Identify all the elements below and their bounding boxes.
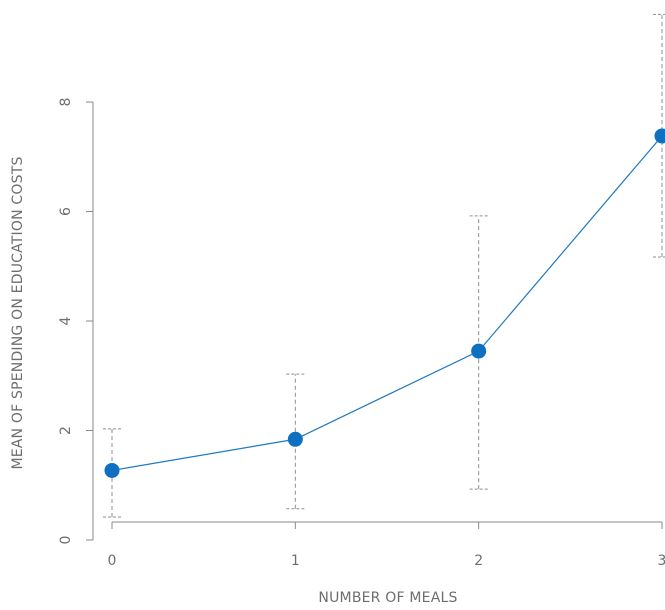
x-tick-label: 3 (658, 553, 665, 569)
series (104, 128, 665, 478)
x-tick-label: 0 (108, 553, 117, 569)
y-axis: 0 2 4 6 8 (58, 98, 94, 545)
x-tick-label: 1 (291, 553, 300, 569)
y-tick-label: 6 (58, 207, 74, 216)
x-axis: 0 1 2 3 (108, 521, 665, 569)
y-axis-title: MEAN OF SPENDING ON EDUCATION COSTS (10, 156, 26, 469)
data-point (104, 462, 120, 478)
y-tick-label: 0 (58, 536, 74, 545)
x-tick-label: 2 (474, 553, 483, 569)
data-point (471, 343, 487, 359)
data-point (654, 128, 665, 144)
y-tick-label: 8 (58, 98, 74, 107)
x-axis-title: NUMBER OF MEALS (318, 590, 457, 606)
data-point (287, 431, 303, 447)
y-tick-label: 4 (58, 316, 74, 325)
error-bars (103, 13, 665, 518)
y-tick-label: 2 (58, 426, 74, 435)
series-line (111, 135, 663, 472)
